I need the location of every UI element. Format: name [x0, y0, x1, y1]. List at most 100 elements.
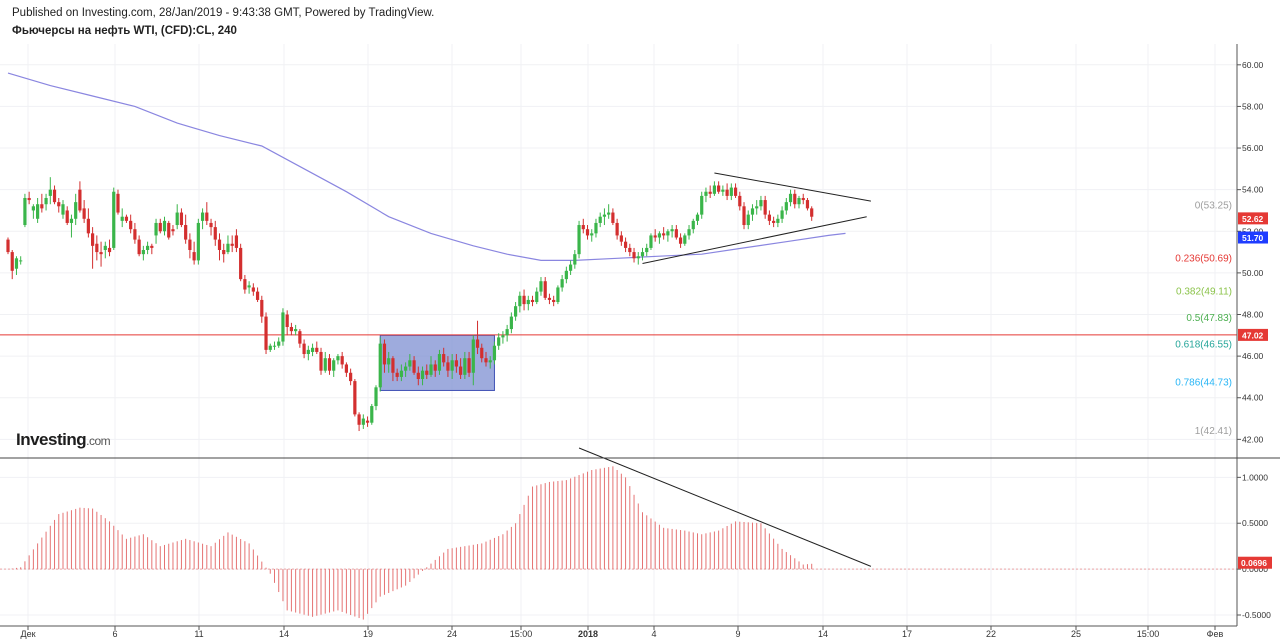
x-tick-label: 14	[818, 629, 828, 639]
candle-body	[653, 235, 657, 238]
candle-body	[475, 339, 480, 348]
price-tag-bg	[1238, 328, 1268, 341]
chart-title: Фьючерсы на нефть WTI, (CFD):CL, 240	[12, 25, 237, 37]
candle-body	[530, 299, 535, 303]
candle	[619, 231, 623, 246]
candle-body	[61, 204, 65, 215]
candle	[74, 193, 78, 226]
candle-body	[501, 335, 505, 338]
fib-label: 0.786(44.73)	[1175, 378, 1232, 389]
candle	[700, 191, 704, 219]
candle-body	[374, 387, 378, 407]
candle	[327, 354, 332, 375]
candle	[188, 233, 192, 259]
candle	[277, 337, 281, 348]
logo-main: Investing	[16, 430, 87, 449]
candle-body	[788, 193, 793, 203]
candle	[459, 358, 463, 380]
candle	[607, 204, 611, 219]
candle-body	[687, 229, 691, 236]
candle	[662, 227, 666, 240]
x-tick-label: 17	[902, 629, 912, 639]
candle	[463, 351, 467, 380]
candle	[19, 256, 23, 265]
candle-body	[805, 200, 810, 209]
candle-body	[319, 351, 323, 371]
candle-body	[784, 202, 788, 211]
y-tick-label: 52.00	[1242, 226, 1264, 236]
candle-body	[683, 235, 687, 244]
candle-body	[302, 343, 306, 355]
candle	[602, 208, 607, 226]
candle-body	[446, 362, 450, 371]
candle	[112, 187, 116, 250]
candle	[200, 208, 205, 230]
candle-body	[226, 243, 230, 253]
candle-body	[95, 243, 99, 253]
candle-body	[623, 241, 628, 248]
candle	[475, 320, 480, 355]
candle	[365, 416, 370, 427]
fib-label: 0.236(50.69)	[1175, 254, 1232, 265]
candle	[86, 208, 90, 238]
osc-tick-label: 0.5000	[1242, 518, 1268, 528]
logo-suffix: .com	[86, 434, 111, 448]
candle-body	[556, 287, 560, 303]
candle	[171, 225, 175, 236]
candle-body	[759, 200, 763, 207]
candle-body	[454, 360, 458, 367]
candle-body	[615, 222, 619, 236]
candle	[535, 287, 539, 305]
candle	[695, 212, 700, 226]
candle-body	[145, 245, 150, 250]
candle	[454, 354, 458, 373]
trendline	[642, 216, 867, 265]
candle-body	[484, 358, 488, 363]
candle	[678, 233, 683, 248]
fib-label: 0.5(47.83)	[1186, 313, 1232, 324]
candle-body	[315, 347, 319, 352]
candle	[497, 333, 501, 350]
candle-body	[44, 197, 48, 205]
candle	[425, 364, 429, 380]
candle	[36, 197, 40, 223]
candle-body	[780, 210, 784, 219]
osc-value-tag-bg	[1238, 556, 1272, 569]
x-tick-label: 2018	[578, 629, 598, 639]
candle	[99, 241, 103, 267]
candle	[298, 329, 302, 348]
candle	[683, 233, 687, 246]
x-tick-label: 24	[447, 629, 457, 639]
candle	[623, 237, 628, 253]
x-tick-label: 15:00	[1137, 629, 1160, 639]
candle	[598, 212, 602, 228]
candle-body	[628, 247, 632, 253]
candle	[247, 281, 251, 294]
candle	[141, 245, 145, 261]
candle	[340, 351, 344, 369]
candle-body	[573, 254, 577, 265]
candle	[289, 322, 294, 336]
candle-body	[729, 187, 733, 196]
candle	[653, 229, 657, 242]
candle	[755, 200, 759, 215]
candle	[780, 206, 784, 223]
candle-body	[585, 229, 590, 236]
candle-body	[568, 264, 573, 271]
candle	[416, 366, 420, 386]
candle-body	[776, 218, 780, 223]
candle	[82, 200, 86, 223]
price-tag-label: 47.02	[1242, 330, 1264, 340]
candle-body	[526, 299, 530, 305]
axis-layer: Дек 6 11 14 19 24 15:00 2018 4 9 14 17 22 25 15:00 Фев 4…	[0, 44, 1280, 639]
candle-body	[772, 220, 776, 223]
candle-body	[712, 185, 717, 194]
candle-body	[200, 212, 205, 221]
candle	[230, 235, 234, 253]
candle	[501, 331, 505, 344]
candle-body	[733, 187, 738, 196]
candle-body	[399, 370, 403, 377]
candle-body	[552, 299, 556, 303]
price-tag-bg	[1238, 231, 1268, 244]
